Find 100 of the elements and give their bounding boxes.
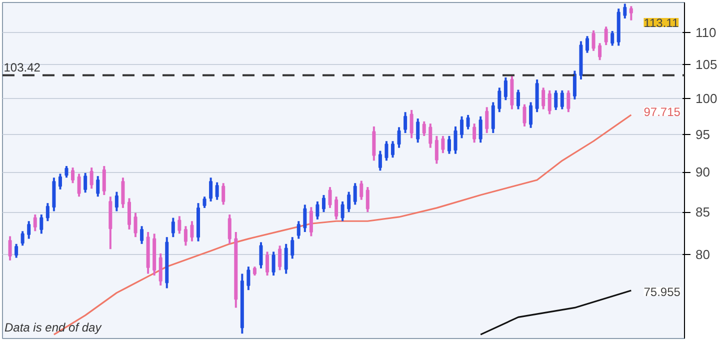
candlestick — [422, 120, 426, 137]
y-tick-label: 80 — [696, 246, 710, 262]
candlestick — [366, 186, 370, 214]
y-tick-label: 85 — [696, 204, 710, 220]
candlestick — [90, 166, 94, 190]
y-tick-label: 105 — [696, 57, 718, 72]
candlestick — [27, 220, 31, 240]
candlestick — [623, 2, 627, 20]
candlestick — [447, 134, 451, 155]
candlestick — [309, 206, 313, 238]
candlestick — [347, 190, 351, 214]
candlestick — [529, 101, 533, 129]
candlestick — [316, 200, 320, 220]
candlestick — [278, 244, 282, 272]
candlestick — [592, 29, 596, 52]
candlestick — [441, 134, 445, 154]
candlestick — [542, 86, 546, 110]
candlestick — [296, 220, 300, 240]
candlestick — [190, 220, 194, 242]
candlestick — [222, 182, 226, 206]
y-tick-label: 110 — [696, 24, 716, 40]
candlestick — [328, 186, 332, 209]
candlestick — [372, 125, 376, 162]
candlestick — [472, 122, 476, 144]
candlestick — [390, 140, 395, 159]
candlestick — [460, 115, 464, 140]
candlestick — [604, 26, 608, 46]
candlestick — [246, 266, 250, 292]
ref-line-label: 103.42 — [4, 60, 41, 74]
candlestick — [202, 196, 206, 209]
candlestick — [378, 150, 382, 172]
candlestick — [33, 214, 37, 232]
candlestick — [140, 225, 144, 245]
candlestick — [404, 111, 408, 134]
candlestick — [8, 235, 12, 262]
candlestick — [397, 126, 401, 149]
candlestick — [228, 214, 232, 245]
text: 75.955 — [644, 285, 681, 299]
candlestick — [516, 88, 520, 110]
candlestick — [340, 200, 344, 222]
candlestick — [554, 89, 558, 111]
text: 113.11 — [644, 16, 679, 30]
candlestick — [20, 230, 24, 247]
candlestick — [71, 166, 75, 184]
candlestick — [215, 181, 219, 201]
candlestick — [284, 242, 288, 275]
candlestick — [259, 241, 263, 270]
candlestick — [585, 35, 590, 54]
candlestick — [58, 172, 62, 190]
y-tick-label: 90 — [696, 164, 710, 180]
text: 97.715 — [644, 105, 681, 119]
candlestick — [629, 5, 633, 22]
candlestick — [77, 172, 81, 198]
candlestick — [504, 76, 508, 102]
candlestick — [384, 140, 388, 162]
y-tick-label: 95 — [696, 126, 710, 142]
candlestick — [478, 115, 482, 144]
candlestick — [272, 250, 276, 277]
line-series — [480, 290, 632, 336]
candlestick — [466, 114, 470, 130]
candlestick — [209, 176, 213, 202]
candlestick — [178, 215, 182, 235]
candlestick — [40, 214, 44, 235]
candlestick — [14, 242, 18, 259]
candlestick — [171, 216, 175, 238]
candlestick — [127, 197, 131, 230]
candlestick — [522, 103, 526, 128]
candlestick — [303, 204, 307, 234]
candlestick — [360, 180, 364, 201]
candlestick — [428, 122, 432, 149]
candlestick — [353, 182, 357, 206]
candlestick — [121, 176, 125, 209]
candlestick — [102, 165, 106, 196]
candlestick — [416, 118, 420, 144]
y-tick-label: 100 — [696, 91, 718, 106]
candlestick — [560, 89, 564, 110]
candlestick — [498, 86, 502, 114]
candlestick — [410, 108, 414, 140]
candlestick — [572, 70, 576, 100]
candlestick — [158, 252, 162, 286]
candlestick — [491, 101, 495, 134]
candlestick — [334, 196, 338, 220]
candlestick — [485, 106, 489, 134]
candlestick — [434, 134, 438, 165]
annotation: Data is end of day — [4, 320, 102, 334]
candlestick — [46, 202, 50, 222]
candlestick — [134, 212, 138, 238]
candlestick — [454, 125, 458, 155]
candlestick — [610, 30, 614, 47]
candlestick — [598, 42, 602, 62]
candlestick — [548, 89, 552, 116]
candlestick — [290, 236, 294, 260]
candlestick — [322, 194, 326, 214]
candlestick — [266, 250, 270, 277]
candlestick — [84, 172, 88, 194]
candlestick — [64, 165, 68, 179]
candlestick — [184, 225, 188, 247]
candlestick — [96, 175, 100, 198]
candlestick — [566, 89, 570, 114]
candlestick — [114, 190, 118, 212]
